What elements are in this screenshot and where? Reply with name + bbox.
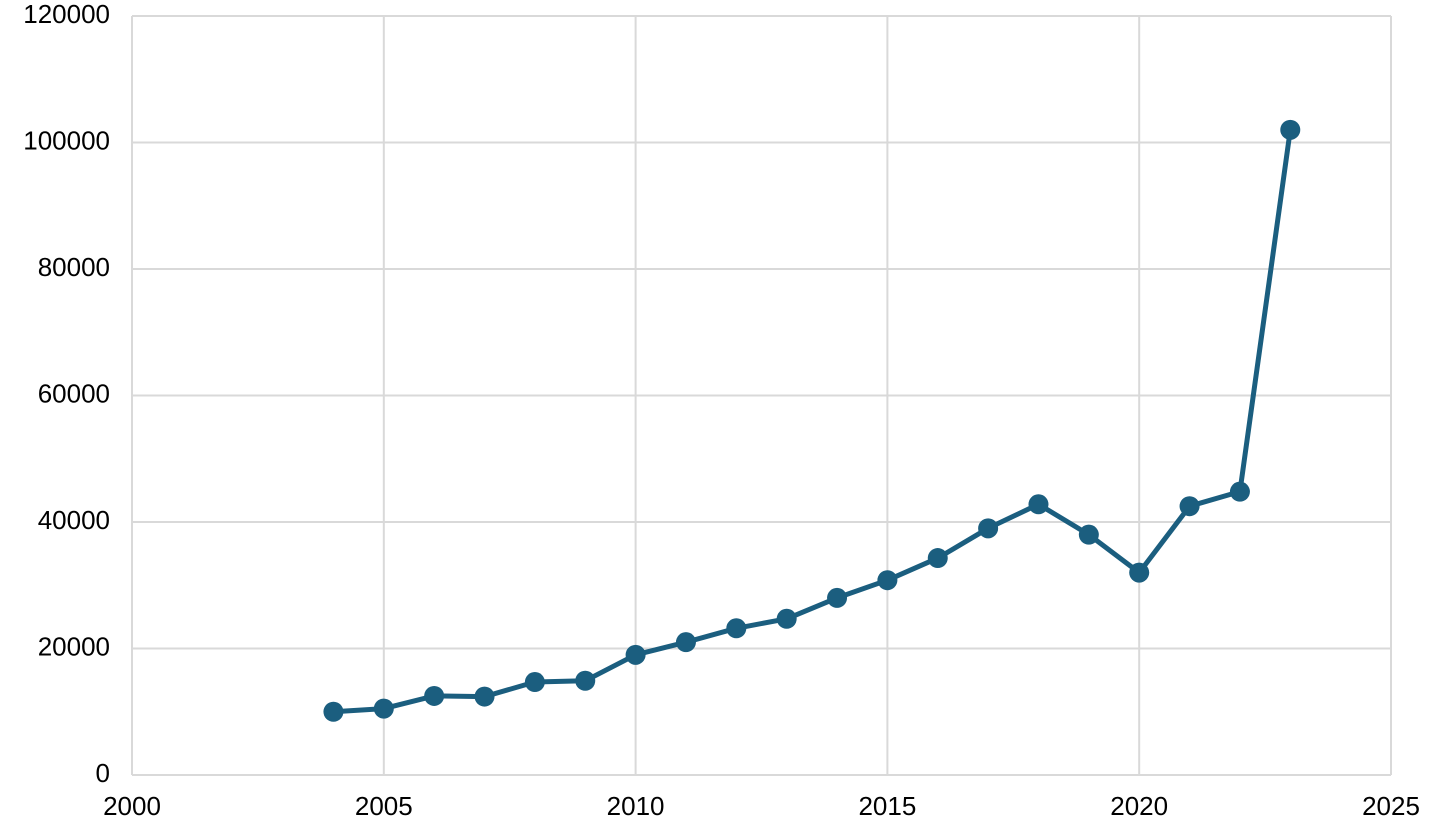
data-point-2008: [524, 672, 545, 693]
series-line: [330, 127, 1293, 715]
data-point-2007: [474, 686, 495, 707]
data-point-2014: [827, 587, 848, 608]
y-tick-label: 120000: [23, 0, 110, 29]
data-point-2016: [927, 548, 948, 569]
data-point-2023: [1280, 119, 1301, 140]
y-tick-label: 40000: [38, 505, 110, 535]
tick-label-layer: 0 20000 40000 60000 80000 100000 120000 2000 200…: [23, 0, 1420, 821]
data-point-2005: [373, 698, 394, 719]
x-tick-label: 2015: [858, 791, 916, 821]
data-point-2018: [1028, 494, 1049, 515]
y-tick-label: 60000: [38, 378, 110, 408]
data-point-2019: [1078, 524, 1099, 545]
data-point-2022: [1229, 481, 1250, 502]
x-tick-label: 2020: [1110, 791, 1168, 821]
data-point-2012: [726, 618, 747, 639]
data-point-2009: [575, 670, 596, 691]
data-point-2020: [1129, 562, 1150, 583]
data-point-2004: [323, 701, 344, 722]
data-point-2015: [877, 570, 898, 591]
y-tick-label: 0: [96, 758, 110, 788]
x-tick-label: 2000: [103, 791, 161, 821]
axis-layer: [131, 16, 1391, 776]
y-tick-label: 20000: [38, 631, 110, 661]
x-tick-label: 2025: [1362, 791, 1420, 821]
x-tick-label: 2005: [355, 791, 413, 821]
series-layer: [323, 119, 1301, 722]
data-point-2013: [776, 608, 797, 629]
x-tick-label: 2010: [607, 791, 665, 821]
y-tick-label: 80000: [38, 252, 110, 282]
data-point-2021: [1179, 496, 1200, 517]
data-point-2011: [675, 632, 696, 653]
data-point-2010: [625, 644, 646, 665]
data-point-2006: [424, 685, 445, 706]
grid-layer: [131, 15, 1392, 776]
data-point-2017: [978, 518, 999, 539]
y-tick-label: 100000: [23, 125, 110, 155]
